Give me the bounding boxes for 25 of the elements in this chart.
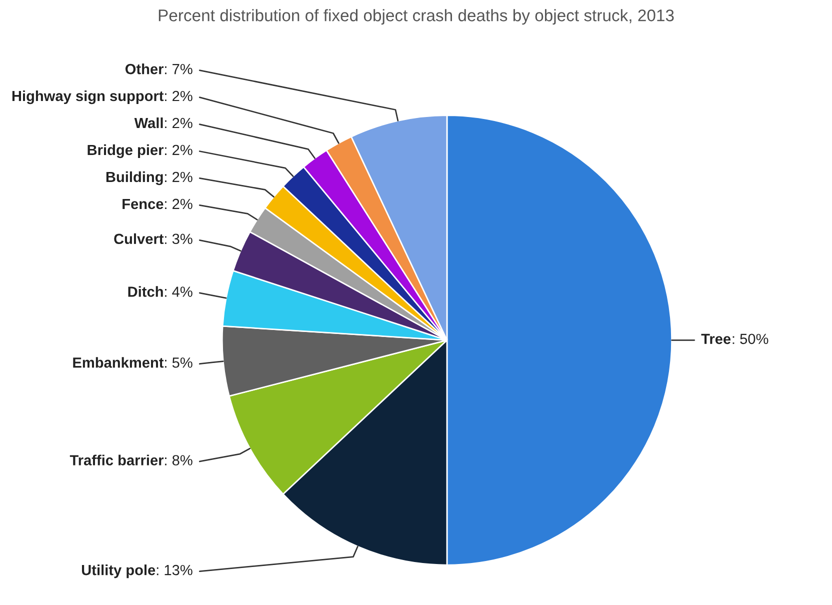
slice-label: Utility pole: [82, 564, 156, 578]
data-label: : 8%: [165, 455, 192, 466]
data-label: : 2%: [165, 198, 192, 210]
slice-label: Bridge pier: [88, 144, 164, 158]
data-label: : 2%: [165, 172, 192, 182]
data-label: : 2%: [165, 90, 192, 102]
slice-label: Highway sign support: [12, 90, 164, 104]
slice-label: Culvert: [114, 233, 164, 244]
data-label: : 50%: [732, 334, 768, 344]
slice-label: Fence: [122, 198, 164, 210]
data-label: : 3%: [165, 234, 192, 244]
data-label: : 5%: [165, 358, 192, 368]
data-label: : 7%: [165, 64, 192, 74]
data-label: : 2%: [165, 144, 192, 156]
slice-label: Wall: [134, 117, 163, 128]
slice-label: Building: [106, 171, 163, 186]
slice-label: Traffic barrier: [70, 454, 164, 466]
slice-label: Tree: [701, 334, 731, 344]
chart-title: Percent distribution of fixed object crash deaths by object struck, 2013: [158, 9, 674, 25]
slice-label: Ditch: [128, 286, 163, 297]
data-label: : 13%: [156, 564, 192, 576]
slice-label: Other: [125, 64, 164, 74]
data-label: : 4%: [165, 286, 192, 297]
data-label: : 2%: [165, 118, 192, 128]
slice-label: Embankment: [73, 357, 164, 368]
